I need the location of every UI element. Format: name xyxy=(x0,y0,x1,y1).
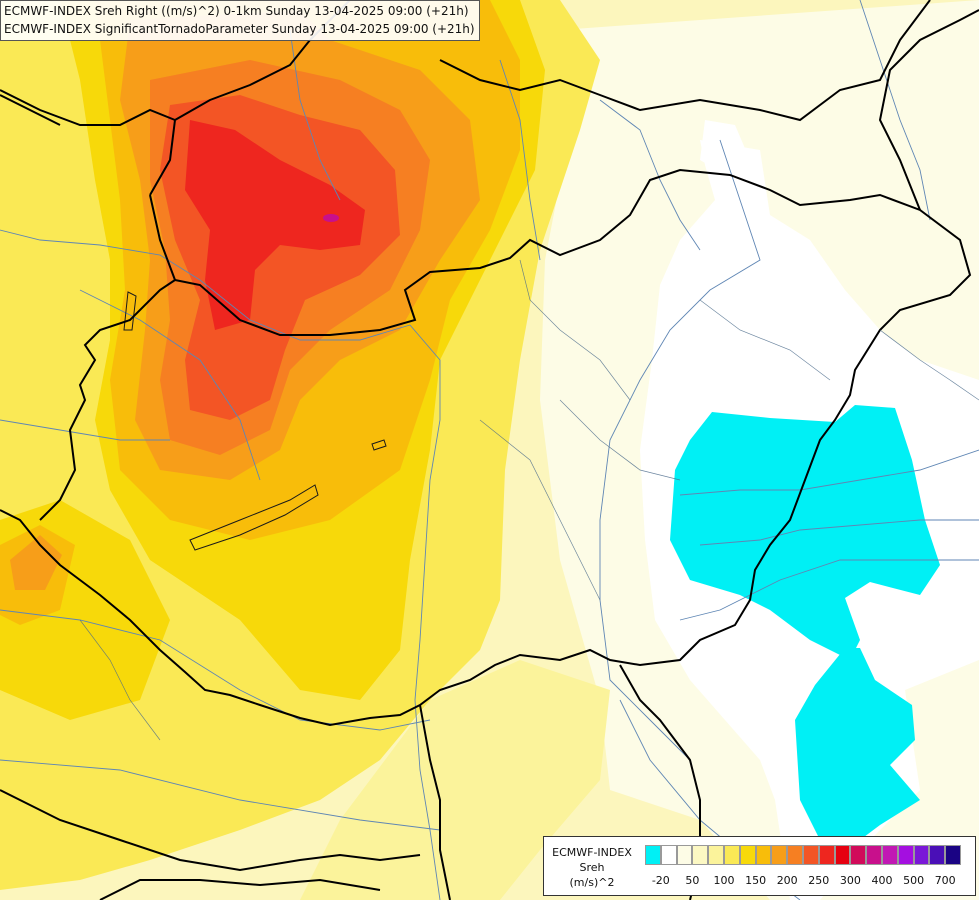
river-somes xyxy=(679,449,979,496)
river-west xyxy=(0,419,170,441)
border-croatia-bosnia xyxy=(99,878,381,900)
border-slovakia-north xyxy=(149,194,176,281)
legend-caption-line1: ECMWF-INDEX xyxy=(552,846,632,859)
legend-swatch xyxy=(897,845,914,865)
title-line-stp: ECMWF-INDEX SignificantTornadoParameter … xyxy=(4,22,475,36)
river-north-2 xyxy=(499,59,541,261)
subregion-line-1 xyxy=(519,259,631,401)
legend-swatch xyxy=(771,845,788,865)
legend-swatch xyxy=(802,845,819,865)
legend-caption: ECMWF-INDEX Sreh (m/s)^2 xyxy=(546,845,638,890)
border-north-west xyxy=(0,94,61,126)
legend-swatch xyxy=(866,845,882,865)
legend-tick-label: 150 xyxy=(745,874,767,887)
border-ukraine-romania xyxy=(878,9,979,211)
legend-caption-line2: Sreh xyxy=(579,861,605,874)
river-mures xyxy=(679,559,979,621)
border-slovenia-croatia xyxy=(0,789,421,872)
legend-swatch xyxy=(708,845,724,865)
legend-tick-label: 500 xyxy=(903,874,925,887)
legend-swatch xyxy=(676,845,693,865)
legend-tick-label: -20 xyxy=(651,874,670,887)
legend-swatch xyxy=(850,845,867,865)
legend-swatch xyxy=(692,845,709,865)
river-sava xyxy=(0,759,441,831)
field-red xyxy=(185,120,365,330)
title-line-sreh: ECMWF-INDEX Sreh Right ((m/s)^2) 0-1km S… xyxy=(4,4,469,18)
field-yellow-southeast xyxy=(300,660,610,900)
legend-tick-label: 100 xyxy=(713,874,735,887)
legend-tick-label: 50 xyxy=(685,874,700,887)
legend-caption-line3: (m/s)^2 xyxy=(569,876,615,889)
lake-neusiedl xyxy=(123,291,137,331)
river-north-1 xyxy=(289,29,341,201)
legend-swatch xyxy=(660,845,677,865)
field-orange-sw xyxy=(10,535,62,590)
field-white-north xyxy=(700,120,750,175)
legend-swatch xyxy=(723,845,740,865)
legend-swatch xyxy=(945,845,961,865)
subregion-lines xyxy=(79,259,979,741)
subregion-line-5 xyxy=(879,329,979,401)
legend-ticks: -20 50 100 150 200 250 300 400 500 700 xyxy=(645,874,975,890)
border-czech xyxy=(0,89,176,126)
legend-swatch xyxy=(818,845,835,865)
legend-swatch xyxy=(834,845,851,865)
legend-tick-label: 400 xyxy=(871,874,893,887)
legend-swatch xyxy=(913,845,930,865)
river-danube-bend xyxy=(409,324,441,900)
river-raba xyxy=(79,289,261,481)
border-poland xyxy=(439,0,931,122)
legend-tick-label: 250 xyxy=(808,874,830,887)
legend-swatches xyxy=(645,845,961,865)
border-austria-west xyxy=(39,279,176,521)
river-north-3 xyxy=(599,99,701,251)
color-legend: ECMWF-INDEX Sreh (m/s)^2 -20 50 100 150 200 2… xyxy=(543,836,976,896)
lake-balaton xyxy=(189,484,319,551)
field-cyan-south xyxy=(795,648,920,840)
lakes xyxy=(123,291,387,551)
legend-swatch xyxy=(755,845,772,865)
legend-tick-label: 200 xyxy=(776,874,798,887)
legend-tick-label: 300 xyxy=(839,874,861,887)
river-tisza xyxy=(599,139,761,761)
subregion-line-2 xyxy=(559,399,681,481)
map-title-box: ECMWF-INDEX Sreh Right ((m/s)^2) 0-1km S… xyxy=(0,0,480,41)
subregion-line-4 xyxy=(699,299,831,381)
lake-velence xyxy=(371,439,387,451)
legend-tick-label: 700 xyxy=(934,874,956,887)
field-magenta-peak xyxy=(323,214,339,222)
subregion-line-6 xyxy=(79,619,161,741)
legend-swatch xyxy=(929,845,946,865)
field-cyan-central xyxy=(670,405,940,660)
river-east-1 xyxy=(859,0,931,221)
legend-swatch xyxy=(739,845,756,865)
legend-swatch xyxy=(645,845,661,865)
border-hungary xyxy=(0,168,972,727)
border-serbia-croatia xyxy=(419,704,451,900)
river-crisuri xyxy=(699,519,979,546)
legend-swatch xyxy=(881,845,898,865)
legend-swatch xyxy=(787,845,803,865)
river-danube-north xyxy=(0,229,411,341)
subregion-line-3 xyxy=(479,419,601,601)
